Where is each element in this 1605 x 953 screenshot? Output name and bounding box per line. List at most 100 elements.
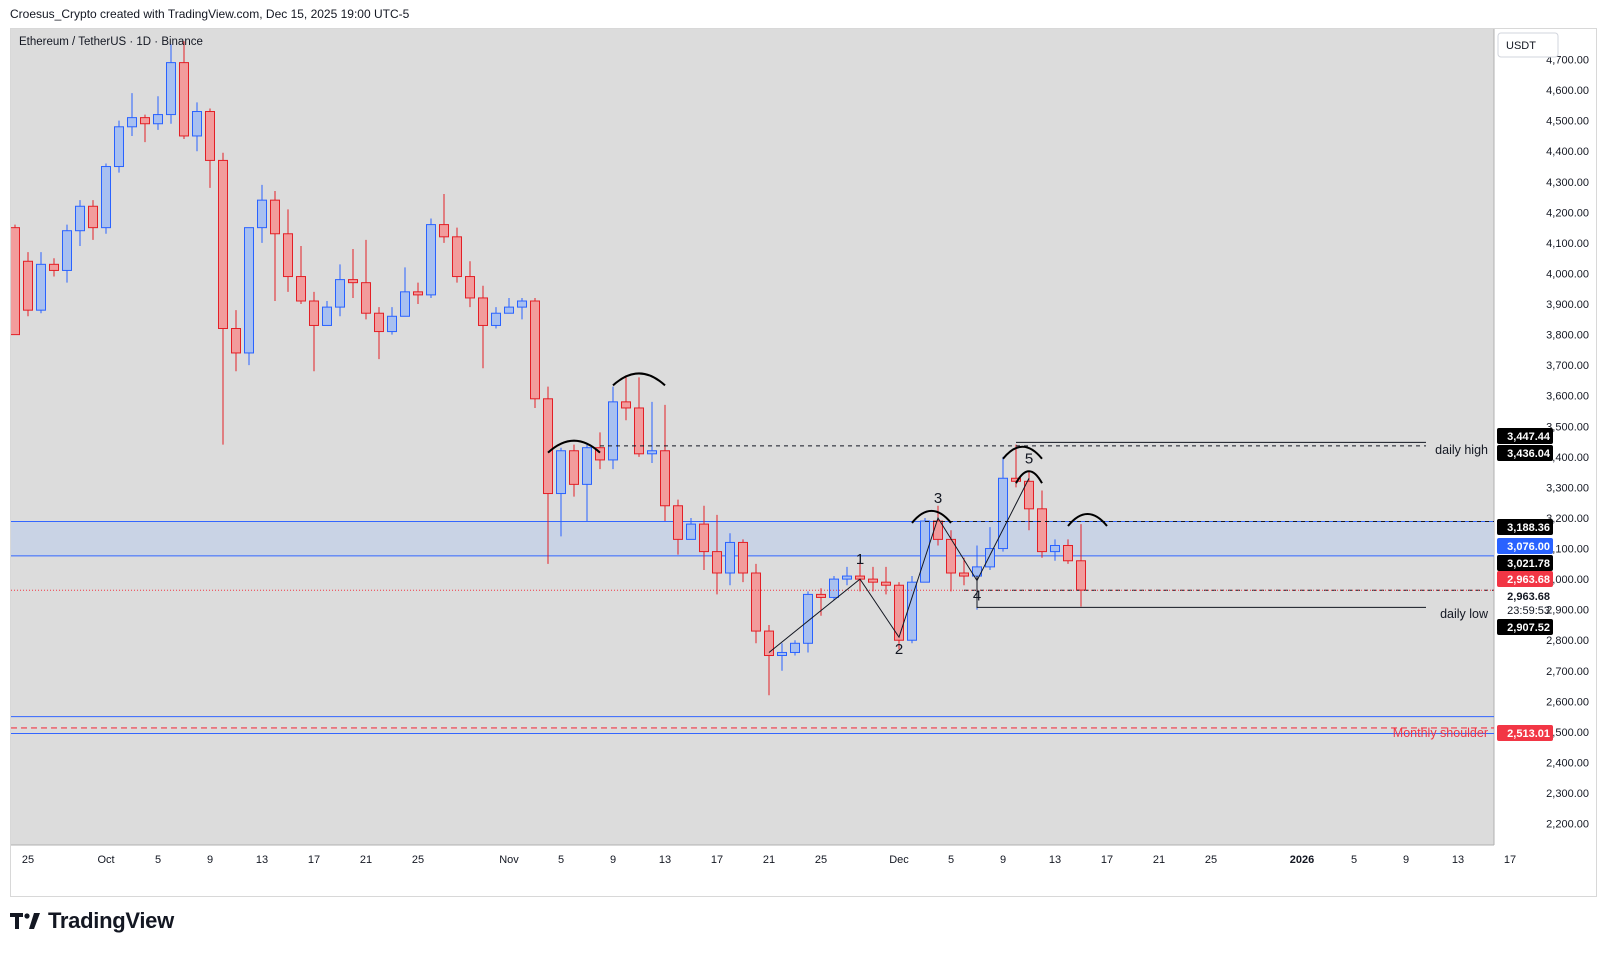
candle-body xyxy=(153,114,163,125)
candle[interactable] xyxy=(400,267,410,317)
wave-label-5: 5 xyxy=(1025,450,1033,467)
price-badge-bg xyxy=(1497,428,1553,444)
candle[interactable] xyxy=(88,200,98,240)
time-tick-label: Nov xyxy=(499,854,519,866)
candle[interactable] xyxy=(777,643,787,671)
candle-body xyxy=(36,263,46,311)
candle[interactable] xyxy=(816,588,826,616)
candle[interactable] xyxy=(504,297,514,314)
candle[interactable] xyxy=(140,114,150,143)
candle[interactable] xyxy=(894,582,904,650)
candle[interactable] xyxy=(257,184,267,243)
price-tick-label: 4,200.00 xyxy=(1546,207,1589,219)
currency-button[interactable]: USDT xyxy=(1497,32,1559,58)
candle-body xyxy=(452,236,462,278)
candle[interactable] xyxy=(114,120,124,173)
candle[interactable] xyxy=(205,108,215,188)
candle[interactable] xyxy=(361,239,371,320)
candle[interactable] xyxy=(751,563,761,644)
candle[interactable] xyxy=(842,566,852,586)
candle[interactable] xyxy=(1063,539,1073,564)
candle[interactable] xyxy=(478,285,488,369)
candle[interactable] xyxy=(348,249,358,298)
candle[interactable] xyxy=(998,456,1008,552)
candle[interactable] xyxy=(790,640,800,656)
candle[interactable] xyxy=(673,499,683,555)
time-tick-label: 9 xyxy=(610,854,616,866)
candle[interactable] xyxy=(62,224,72,283)
candle[interactable] xyxy=(985,527,995,570)
candle[interactable] xyxy=(374,307,384,360)
candle[interactable] xyxy=(920,517,930,583)
tradingview-logo[interactable]: TradingView xyxy=(10,908,174,934)
candle[interactable] xyxy=(1037,490,1047,558)
candle[interactable] xyxy=(595,432,605,470)
candle[interactable] xyxy=(335,264,345,317)
candle[interactable] xyxy=(75,200,85,246)
candle[interactable] xyxy=(101,163,111,234)
candle[interactable] xyxy=(465,261,475,308)
candle-body xyxy=(426,224,436,296)
candle[interactable] xyxy=(153,96,163,130)
candle[interactable] xyxy=(907,576,917,644)
candle[interactable] xyxy=(829,576,839,601)
candle[interactable] xyxy=(868,566,878,592)
candle-body xyxy=(868,578,878,583)
candle[interactable] xyxy=(49,258,59,277)
candle[interactable] xyxy=(127,93,137,136)
candle[interactable] xyxy=(322,301,332,326)
candle[interactable] xyxy=(11,224,20,336)
candle[interactable] xyxy=(1024,472,1034,531)
candle[interactable] xyxy=(569,444,579,497)
price-tick-label: 3,000.00 xyxy=(1546,574,1589,586)
supply-zone xyxy=(11,521,1494,556)
candle[interactable] xyxy=(23,252,33,317)
candle[interactable] xyxy=(413,282,423,305)
candle[interactable] xyxy=(218,152,228,445)
candle[interactable] xyxy=(179,41,189,140)
candle[interactable] xyxy=(1050,539,1060,561)
candle[interactable] xyxy=(712,514,722,595)
candle[interactable] xyxy=(283,209,293,292)
candle[interactable] xyxy=(634,377,644,457)
candle[interactable] xyxy=(543,386,553,564)
price-tick-label: 3,400.00 xyxy=(1546,452,1589,464)
candle[interactable] xyxy=(660,404,670,522)
candle[interactable] xyxy=(491,307,501,329)
time-tick-label: 9 xyxy=(1000,854,1006,866)
candle[interactable] xyxy=(296,245,306,305)
candle[interactable] xyxy=(387,307,397,335)
top-arc xyxy=(1067,513,1108,527)
candle[interactable] xyxy=(270,190,280,301)
candle[interactable] xyxy=(231,310,241,372)
candle[interactable] xyxy=(166,44,176,124)
candle[interactable] xyxy=(556,447,566,537)
candle[interactable] xyxy=(608,386,618,470)
candle[interactable] xyxy=(452,227,462,283)
candle[interactable] xyxy=(582,444,592,522)
candle-body xyxy=(439,224,449,238)
candle[interactable] xyxy=(309,291,319,372)
candle[interactable] xyxy=(439,194,449,243)
candle[interactable] xyxy=(738,539,748,583)
candle[interactable] xyxy=(530,297,540,408)
candle[interactable] xyxy=(426,218,436,298)
time-tick-label: 17 xyxy=(711,854,723,866)
candle[interactable] xyxy=(699,505,709,570)
candle[interactable] xyxy=(686,517,696,540)
candle[interactable] xyxy=(647,401,657,463)
candle[interactable] xyxy=(36,252,46,314)
candle[interactable] xyxy=(192,102,202,152)
candle[interactable] xyxy=(621,377,631,421)
candle[interactable] xyxy=(764,624,774,696)
candle[interactable] xyxy=(1076,524,1086,607)
price-tick-label: 2,500.00 xyxy=(1546,727,1589,739)
candle[interactable] xyxy=(803,591,813,653)
candle[interactable] xyxy=(881,566,891,595)
candle[interactable] xyxy=(725,533,735,586)
candle[interactable] xyxy=(959,557,969,586)
candle[interactable] xyxy=(517,297,527,320)
candle[interactable] xyxy=(244,227,254,366)
